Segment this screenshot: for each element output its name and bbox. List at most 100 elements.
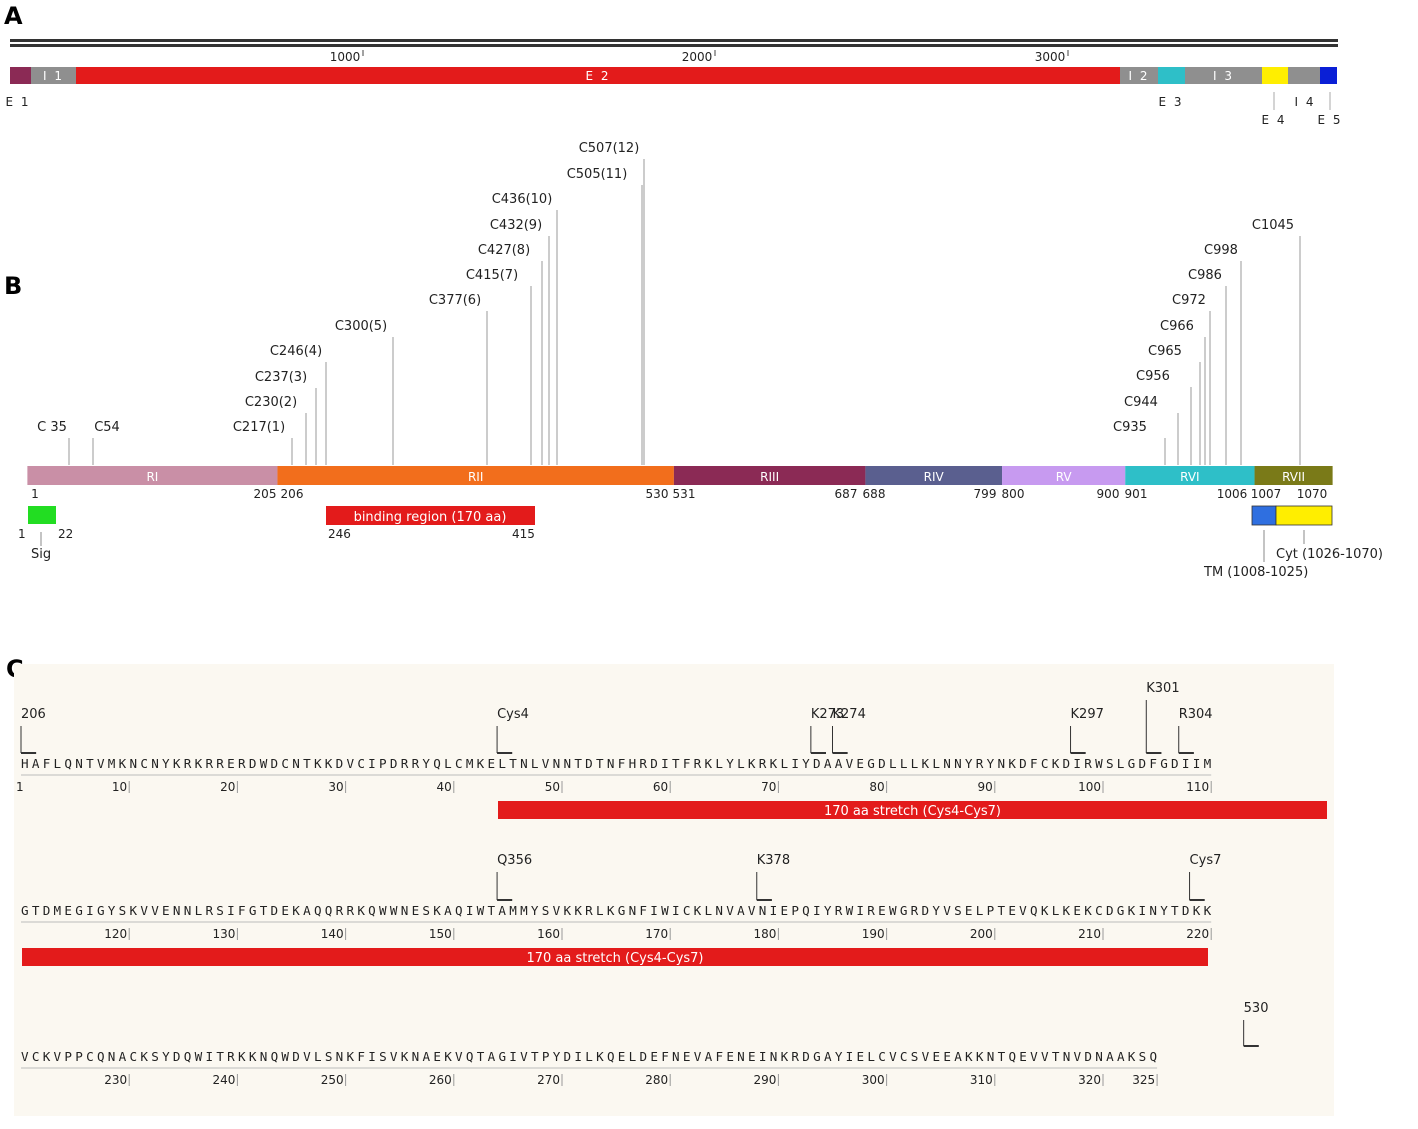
ruler-tick-label: 280 xyxy=(645,1073,668,1087)
region-label: RV xyxy=(1056,470,1073,484)
marker-label: R304 xyxy=(1179,707,1213,722)
gene-segment xyxy=(76,67,1120,84)
ruler-tick-label: 50 xyxy=(545,780,560,794)
cysteine-label: C956 xyxy=(1136,369,1170,384)
gene-segment xyxy=(1185,67,1262,84)
transmembrane-cytoplasmic: Cyt (1026-1070) TM (1008-1025) xyxy=(1203,505,1383,580)
boundary-number: 687 xyxy=(835,487,858,501)
region-label: RIII xyxy=(760,470,779,484)
sig-label: Sig xyxy=(31,547,51,562)
signal-peptide: 1 22 Sig xyxy=(18,506,73,562)
boundary-number: 206 xyxy=(281,487,304,501)
ruler-tick-label: 240 xyxy=(212,1073,235,1087)
binding-box xyxy=(326,506,535,525)
marker-label: K301 xyxy=(1146,681,1179,696)
protein-regions-track: RI RII RIII RIV RV RVI RVII xyxy=(27,466,1333,485)
region-label: RIV xyxy=(924,470,945,484)
cysteine-label: C986 xyxy=(1188,268,1222,283)
region-riv xyxy=(865,466,1003,485)
cysteine-label: C427(8) xyxy=(478,243,530,258)
ruler-tick-label: 190 xyxy=(862,927,885,941)
stretch-bars: 170 aa stretch (Cys4-Cys7) 170 aa stretch… xyxy=(22,801,1327,966)
cysteine-label: C 35 xyxy=(37,420,67,435)
cysteine-label: C507(12) xyxy=(579,141,640,156)
region-label: RVII xyxy=(1282,470,1305,484)
ruler-tick-label: 1000 xyxy=(330,50,361,64)
stretch-label: 170 aa stretch (Cys4-Cys7) xyxy=(526,951,703,966)
boundary-number: 799 xyxy=(974,487,997,501)
ruler-tick-label: 230 xyxy=(104,1073,127,1087)
marker-label: K297 xyxy=(1071,707,1104,722)
sequence-panel-background xyxy=(14,664,1334,1116)
sig-end: 22 xyxy=(58,527,73,541)
marker-label: Cys4 xyxy=(497,707,529,722)
ruler-tick-label: 120 xyxy=(104,927,127,941)
sequence-row: VCKVPPCQNACKSYDQWITRKKNQWDVLSNKFISVKNAEK… xyxy=(21,1049,1158,1087)
cysteine-label: C415(7) xyxy=(466,268,518,283)
ruler-tick-label: 70 xyxy=(761,780,776,794)
gene-segment xyxy=(1262,67,1288,84)
boundary-number: 530 xyxy=(646,487,669,501)
cysteine-label: C237(3) xyxy=(255,370,307,385)
cysteine-label: C965 xyxy=(1148,344,1182,359)
cysteine-label: C54 xyxy=(94,420,120,435)
ruler-tick-label: 320 xyxy=(1078,1073,1101,1087)
stretch-bar xyxy=(22,948,1208,966)
gene-structure-track: I 1 E 2 I 2 I 3 xyxy=(10,67,1337,84)
ruler-tick-label: 20 xyxy=(220,780,235,794)
boundary-number: 1070 xyxy=(1297,487,1328,501)
region-ri xyxy=(27,466,278,485)
gene-ruler: 1000 2000 3000 xyxy=(10,39,1338,64)
ruler-tick-label: 80 xyxy=(869,780,884,794)
ruler-tick-label: 310 xyxy=(970,1073,993,1087)
boundary-number: 1007 xyxy=(1251,487,1282,501)
ruler-tick-label: 300 xyxy=(862,1073,885,1087)
panel-label-a: A xyxy=(4,2,23,30)
cysteine-label: C935 xyxy=(1113,420,1147,435)
ruler-tick-label: 290 xyxy=(753,1073,776,1087)
sig-box xyxy=(28,506,56,524)
gene-segment xyxy=(1320,67,1337,84)
region-label: RI xyxy=(146,470,158,484)
cysteine-label: C972 xyxy=(1172,293,1206,308)
cysteine-label: C377(6) xyxy=(429,293,481,308)
marker-label: Cys7 xyxy=(1190,853,1222,868)
cysteine-markers: C 35 C54 C217(1) C230(2) C237(3) C246(4) C300(… xyxy=(37,141,1301,465)
gene-segment xyxy=(31,67,76,84)
ruler-tick-label: 150 xyxy=(429,927,452,941)
region-rii xyxy=(277,466,674,485)
tm-label: TM (1008-1025) xyxy=(1203,565,1308,580)
marker-label: K273 xyxy=(811,707,844,722)
exon-label: E 5 xyxy=(1317,113,1342,127)
cysteine-label: C436(10) xyxy=(492,192,553,207)
ruler-tick-label: 2000 xyxy=(682,50,713,64)
binding-end: 415 xyxy=(512,527,535,541)
ruler-tick-label: 3000 xyxy=(1035,50,1066,64)
sequence-text: VCKVPPCQNACKSYDQWITRKKNQWDVLSNKFISVKNAEK… xyxy=(21,1049,1157,1064)
ruler-tick-label: 30 xyxy=(328,780,343,794)
exon-labels: E 1 E 3 I 4 E 4 E 5 xyxy=(5,92,1342,127)
exon-label: E 1 xyxy=(5,95,30,109)
ruler-tick-label: 130 xyxy=(212,927,235,941)
gene-segment xyxy=(1288,67,1320,84)
exon-label: E 3 xyxy=(1158,95,1183,109)
stretch-bar xyxy=(498,801,1327,819)
boundary-number: 205 xyxy=(254,487,277,501)
marker-label: Q356 xyxy=(497,853,532,868)
marker-label: 206 xyxy=(21,707,46,722)
panel-label-b: B xyxy=(4,272,22,300)
gene-segment xyxy=(1158,67,1185,84)
cysteine-label: C300(5) xyxy=(335,319,387,334)
stretch-label: 170 aa stretch (Cys4-Cys7) xyxy=(824,804,1001,819)
cysteine-label: C217(1) xyxy=(233,420,285,435)
ruler-tick-label: 100 xyxy=(1078,780,1101,794)
ruler-tick-label: 200 xyxy=(970,927,993,941)
exon-label: I 4 xyxy=(1295,95,1316,109)
gene-segment-label: E 2 xyxy=(585,69,610,83)
cysteine-label: C230(2) xyxy=(245,395,297,410)
gene-segment-label: I 3 xyxy=(1213,69,1234,83)
ruler-start-label: 1 xyxy=(16,780,24,794)
ruler-tick-label: 325 xyxy=(1132,1073,1155,1087)
